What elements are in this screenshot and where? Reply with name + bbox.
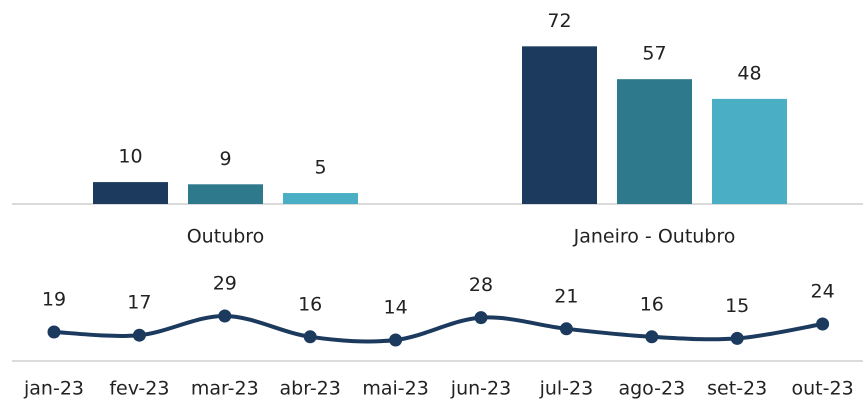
bar bbox=[712, 98, 787, 204]
point bbox=[218, 309, 232, 323]
bar bbox=[93, 182, 168, 204]
point bbox=[559, 322, 573, 336]
point bbox=[132, 328, 146, 342]
category-label: Janeiro - Outubro bbox=[573, 226, 736, 248]
data-label: 57 bbox=[642, 43, 666, 65]
bar bbox=[283, 193, 358, 204]
data-label: 14 bbox=[384, 297, 408, 319]
data-label: 29 bbox=[213, 273, 237, 295]
bar bbox=[188, 184, 263, 204]
data-label: 5 bbox=[314, 157, 326, 179]
x-tick-label: mai-23 bbox=[362, 378, 428, 400]
data-label: 17 bbox=[127, 292, 151, 314]
data-label: 9 bbox=[219, 148, 231, 170]
data-label: 10 bbox=[118, 146, 142, 168]
point bbox=[730, 331, 744, 345]
x-tick-label: fev-23 bbox=[109, 378, 169, 400]
bar bbox=[617, 79, 692, 204]
x-tick-label: out-23 bbox=[792, 378, 854, 400]
point bbox=[47, 325, 61, 339]
line bbox=[53, 313, 823, 344]
x-tick-label: set-23 bbox=[707, 378, 767, 400]
data-label: 19 bbox=[42, 289, 66, 311]
data-label: 24 bbox=[811, 281, 835, 303]
point bbox=[474, 311, 488, 325]
data-label: 16 bbox=[640, 293, 664, 315]
data-label: 48 bbox=[737, 62, 761, 84]
category-label: Outubro bbox=[187, 226, 265, 248]
x-tick-label: jan-23 bbox=[23, 378, 84, 400]
x-tick-label: mar-23 bbox=[191, 378, 259, 400]
x-tick-label: abr-23 bbox=[280, 378, 341, 400]
data-label: 28 bbox=[469, 274, 493, 296]
point bbox=[816, 317, 830, 331]
x-tick-label: ago-23 bbox=[618, 378, 685, 400]
point bbox=[389, 333, 403, 347]
x-tick-label: jul-23 bbox=[539, 378, 594, 400]
data-label: 15 bbox=[725, 295, 749, 317]
point bbox=[303, 330, 317, 344]
bar bbox=[522, 46, 597, 204]
x-tick-label: jun-23 bbox=[450, 378, 511, 400]
data-label: 21 bbox=[554, 285, 578, 307]
point bbox=[645, 330, 659, 344]
data-label: 72 bbox=[547, 10, 571, 32]
data-label: 16 bbox=[298, 293, 322, 315]
